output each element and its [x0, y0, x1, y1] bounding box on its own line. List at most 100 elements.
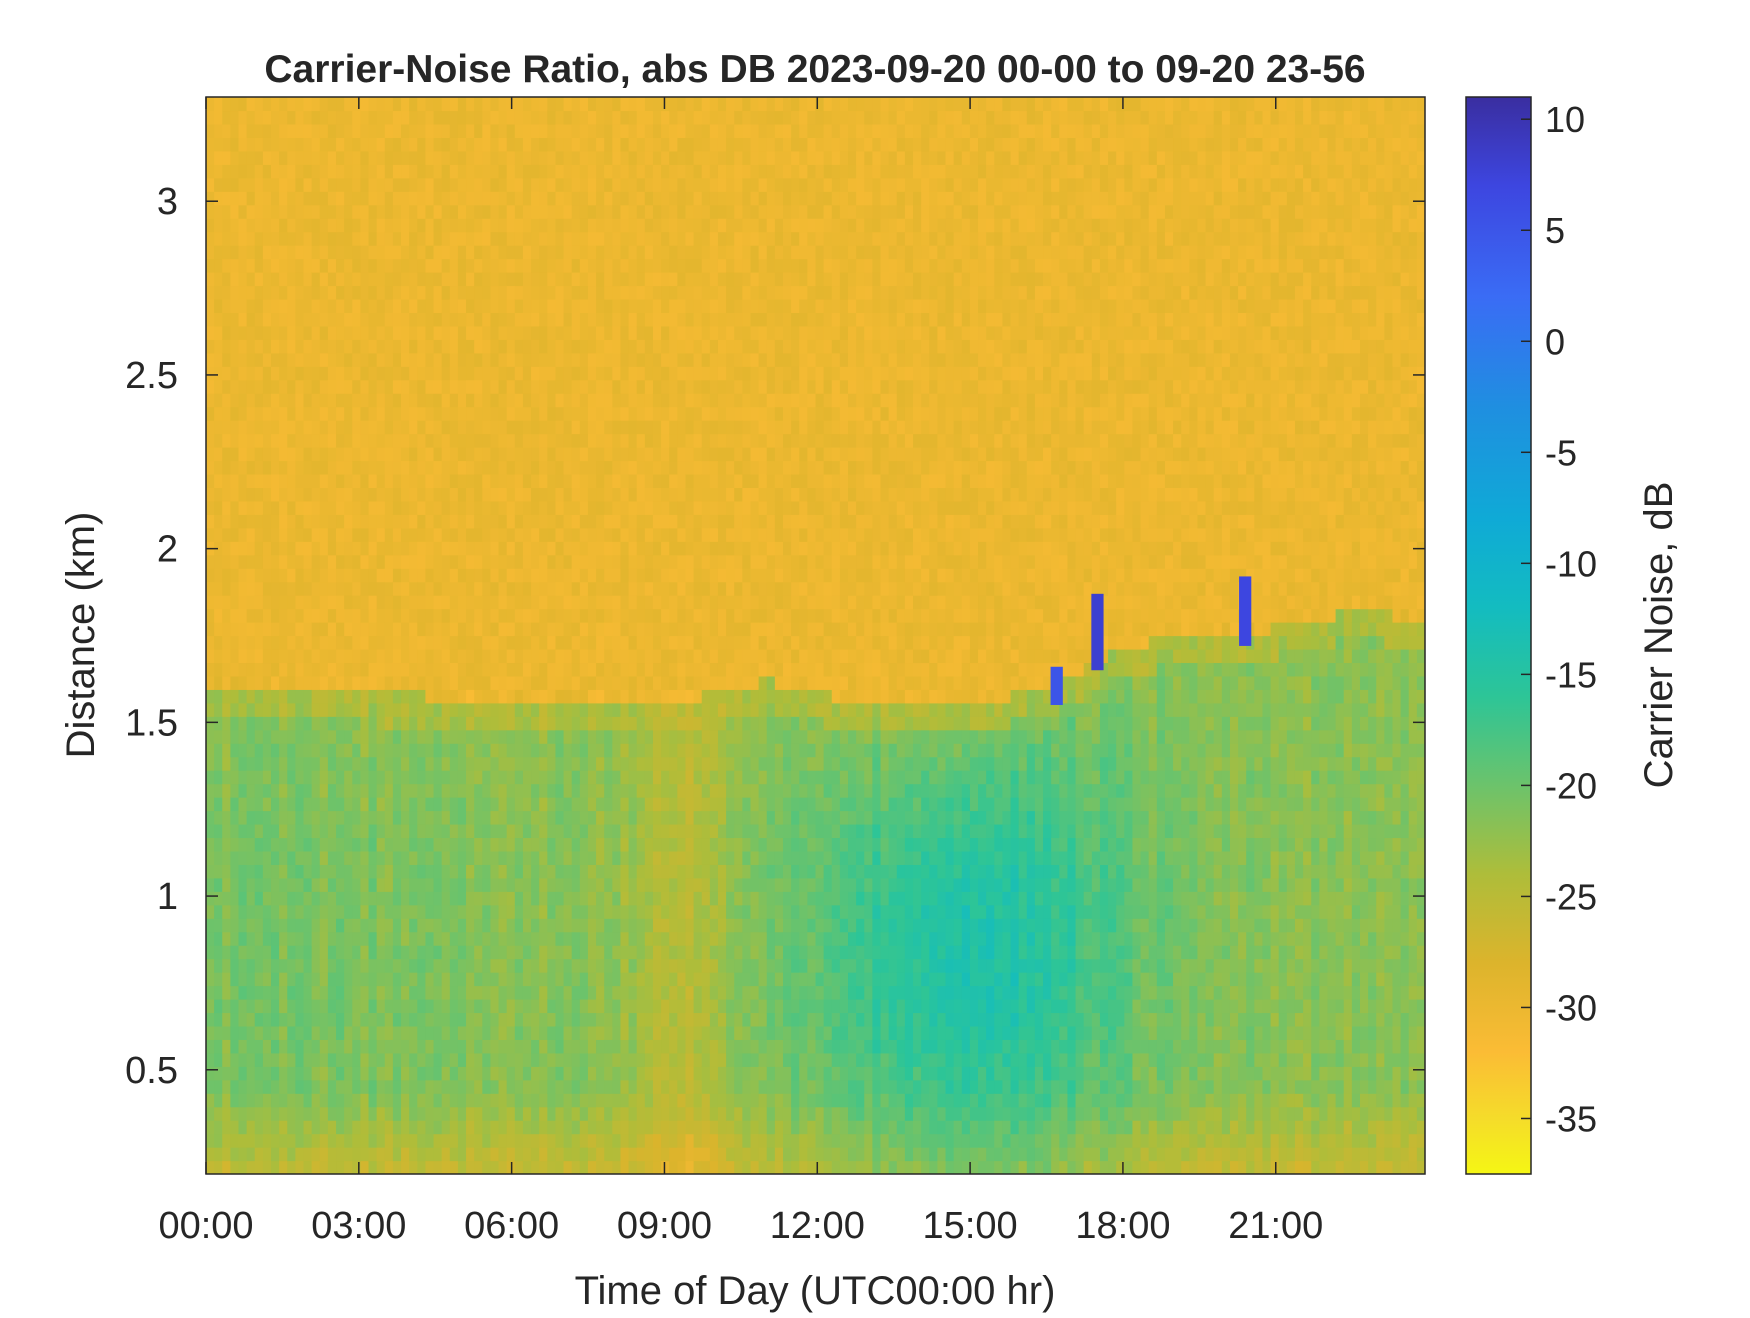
heatmap-cell — [612, 622, 622, 637]
heatmap-cell — [327, 298, 337, 313]
heatmap-cell — [661, 702, 670, 717]
heatmap-cell — [206, 622, 215, 637]
heatmap-cell — [384, 716, 394, 731]
heatmap-cell — [531, 931, 540, 946]
heatmap-cell — [539, 797, 548, 812]
heatmap-cell — [482, 729, 492, 744]
heatmap-cell — [246, 729, 256, 744]
heatmap-cell — [319, 218, 329, 233]
heatmap-cell — [262, 379, 272, 394]
heatmap-cell — [579, 581, 589, 596]
heatmap-cell — [360, 433, 370, 448]
heatmap-cell — [644, 797, 654, 812]
heatmap-cell — [392, 716, 402, 731]
heatmap-cell — [555, 164, 565, 179]
heatmap-cell — [368, 500, 378, 515]
heatmap-cell — [319, 393, 329, 408]
heatmap-cell — [222, 595, 231, 610]
heatmap-cell — [433, 1012, 443, 1027]
heatmap-cell — [539, 325, 548, 340]
heatmap-cell — [482, 891, 492, 906]
heatmap-cell — [311, 1012, 321, 1027]
heatmap-cell — [531, 110, 540, 125]
heatmap-cell — [254, 972, 264, 987]
heatmap-cell — [644, 258, 654, 273]
heatmap-cell — [677, 743, 687, 758]
heatmap-cell — [457, 662, 467, 677]
heatmap-cell — [376, 137, 386, 152]
heatmap-cell — [661, 1093, 670, 1108]
heatmap-cell — [401, 541, 410, 556]
heatmap-cell — [547, 406, 557, 421]
heatmap-cell — [628, 864, 638, 879]
heatmap-cell — [563, 473, 573, 489]
heatmap-cell — [563, 123, 573, 138]
heatmap-cell — [254, 891, 264, 906]
heatmap-cell — [490, 972, 500, 987]
heatmap-cell — [441, 204, 451, 219]
heatmap-cell — [222, 581, 231, 596]
heatmap-cell — [238, 837, 248, 852]
heatmap-cell — [498, 581, 508, 596]
heatmap-cell — [238, 97, 248, 112]
heatmap-cell — [498, 904, 508, 919]
heatmap-cell — [466, 433, 475, 448]
heatmap-cell — [368, 662, 378, 677]
heatmap-cell — [409, 945, 418, 960]
heatmap-cell — [425, 1160, 435, 1174]
heatmap-cell — [425, 406, 435, 421]
heatmap-cell — [514, 945, 524, 960]
heatmap-cell — [287, 864, 296, 879]
heatmap-cell — [636, 1052, 646, 1067]
heatmap-cell — [384, 231, 394, 246]
heatmap-cell — [441, 473, 451, 489]
heatmap-cell — [563, 635, 573, 650]
heatmap-cell — [498, 958, 508, 973]
heatmap-cell — [417, 850, 427, 865]
heatmap-cell — [271, 864, 280, 879]
heatmap-cell — [327, 554, 337, 569]
heatmap-cell — [669, 473, 678, 489]
heatmap-cell — [482, 648, 492, 664]
heatmap-cell — [392, 191, 402, 206]
heatmap-cell — [661, 783, 670, 798]
heatmap-cell — [612, 433, 622, 448]
heatmap-cell — [214, 1093, 223, 1108]
heatmap-cell — [701, 1079, 711, 1094]
heatmap-cell — [417, 406, 427, 421]
heatmap-cell — [327, 447, 337, 462]
heatmap-cell — [579, 595, 589, 610]
heatmap-cell — [336, 770, 345, 785]
heatmap-cell — [344, 137, 353, 152]
heatmap-cell — [685, 554, 695, 569]
heatmap-cell — [612, 1093, 622, 1108]
heatmap-cell — [587, 595, 597, 610]
heatmap-cell — [709, 1147, 719, 1162]
heatmap-cell — [262, 473, 272, 489]
heatmap-cell — [433, 245, 443, 260]
heatmap-cell — [230, 985, 240, 1000]
heatmap-cell — [295, 191, 305, 206]
heatmap-cell — [531, 1079, 540, 1094]
heatmap-cell — [661, 716, 670, 731]
heatmap-cell — [457, 460, 467, 475]
heatmap-plot-area — [206, 97, 1425, 1174]
heatmap-cell — [620, 298, 630, 313]
heatmap-cell — [279, 177, 288, 192]
heatmap-cell — [392, 218, 402, 233]
heatmap-cell — [238, 891, 248, 906]
heatmap-cell — [230, 998, 240, 1014]
heatmap-cell — [327, 1147, 337, 1162]
heatmap-cell — [490, 864, 500, 879]
heatmap-cell — [376, 568, 386, 583]
heatmap-cell — [336, 972, 345, 987]
heatmap-cell — [246, 1106, 256, 1121]
heatmap-cell — [571, 191, 581, 206]
heatmap-cell — [547, 1133, 557, 1148]
heatmap-cell — [587, 366, 597, 381]
heatmap-cell — [701, 797, 711, 812]
heatmap-cell — [693, 783, 703, 798]
heatmap-cell — [287, 1025, 296, 1040]
heatmap-cell — [474, 1160, 483, 1174]
heatmap-cell — [490, 500, 500, 515]
